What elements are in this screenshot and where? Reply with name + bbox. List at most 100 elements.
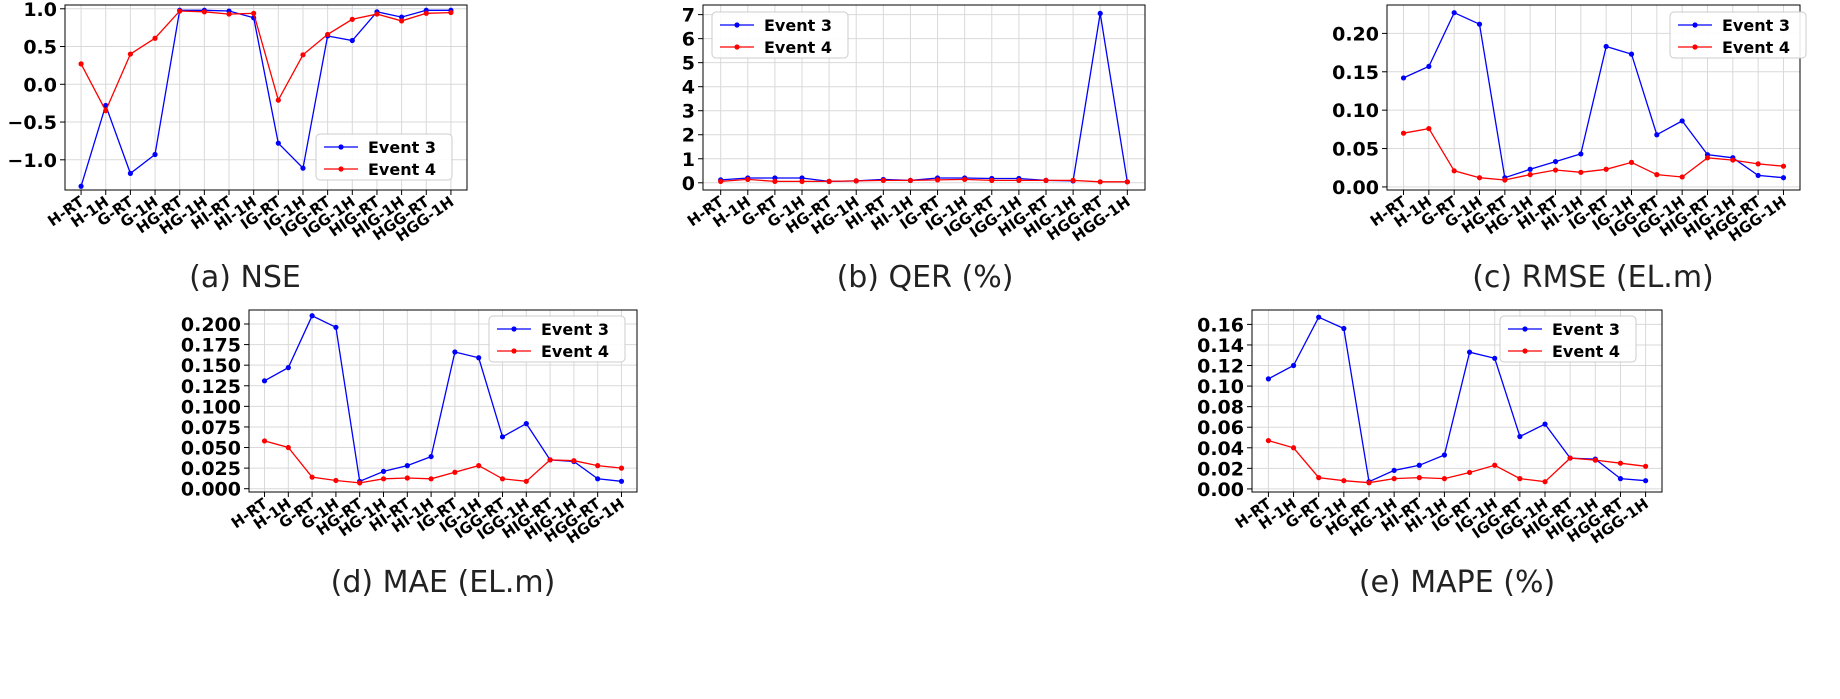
data-point (1070, 177, 1076, 183)
data-point (1517, 476, 1523, 482)
data-point (989, 177, 995, 183)
y-tick-label: 0.15 (1332, 62, 1379, 84)
legend-marker (1522, 326, 1528, 332)
axes-frame (64, 4, 468, 191)
data-point (1441, 452, 1448, 458)
data-point (127, 170, 133, 176)
y-tick-label: 0.05 (1332, 139, 1379, 161)
data-point (333, 324, 339, 330)
data-point (826, 178, 832, 184)
data-point (452, 349, 458, 355)
data-point (1441, 476, 1448, 482)
data-point (595, 476, 601, 482)
legend-marker (734, 44, 740, 50)
data-point (357, 480, 363, 486)
data-point (1097, 10, 1103, 17)
data-point (374, 11, 380, 17)
legend: Event 3 Event 4 (1499, 315, 1637, 363)
panel-caption: (b) QER (%) (837, 260, 1014, 295)
y-tick-label: 0.075 (181, 417, 241, 439)
data-point (745, 176, 751, 183)
data-point (78, 183, 84, 189)
data-point (423, 10, 429, 16)
legend-marker (734, 22, 740, 28)
data-point (1592, 457, 1598, 463)
data-point (523, 421, 529, 427)
y-tick-label: 0.00 (1332, 177, 1379, 199)
data-point (934, 177, 941, 183)
data-point (962, 176, 968, 183)
legend: Event 3 Event 4 (711, 11, 849, 59)
data-point (1617, 460, 1624, 466)
y-tick-label: 0.150 (181, 355, 241, 377)
data-point (1628, 51, 1635, 57)
y-tick-label: 0.12 (1197, 356, 1244, 378)
data-point (772, 178, 778, 184)
data-point (571, 458, 577, 464)
data-point (1578, 151, 1584, 157)
panel-nse: −1.0−0.50.00.51.0H-RTH-1HG-RTG-1HHG-RTHG… (7, 0, 468, 295)
data-point (78, 61, 84, 67)
y-tick-label: 3 (682, 101, 695, 123)
data-point (226, 11, 232, 17)
data-point (275, 140, 281, 146)
data-point (261, 378, 268, 384)
legend-label: Event 3 (764, 16, 832, 35)
y-tick-label: 0.00 (1197, 479, 1244, 501)
series-line-event-4 (1268, 439, 1646, 484)
data-point (853, 178, 859, 184)
data-point (1643, 463, 1649, 469)
data-point (799, 178, 805, 184)
data-point (285, 444, 291, 451)
legend-marker (338, 166, 344, 172)
y-tick-label: 0.0 (23, 74, 57, 96)
data-point (1603, 166, 1609, 172)
data-point (1124, 179, 1130, 185)
data-point (1097, 179, 1103, 185)
data-point (1466, 469, 1473, 476)
y-tick-label: 0.20 (1332, 23, 1379, 45)
legend: Event 3 Event 4 (315, 133, 453, 181)
data-point (1366, 480, 1372, 486)
data-point (547, 457, 553, 463)
data-point (1628, 159, 1635, 165)
y-tick-label: 0.175 (181, 335, 241, 357)
data-point (1755, 172, 1761, 179)
y-tick-label: 0.025 (181, 458, 241, 480)
data-point (404, 463, 410, 469)
data-point (1400, 130, 1407, 136)
data-point (1391, 476, 1397, 482)
y-tick-label: 6 (682, 29, 695, 51)
y-tick-label: 0.10 (1197, 376, 1244, 398)
data-point (1451, 168, 1457, 174)
data-point (309, 313, 315, 319)
data-point (399, 14, 405, 20)
y-tick-label: 0.16 (1197, 314, 1244, 336)
data-point (349, 37, 355, 44)
data-point (275, 97, 281, 103)
data-point (1679, 174, 1685, 180)
data-point (1043, 177, 1049, 183)
y-tick-label: 0.050 (181, 438, 241, 460)
series-line-event-4 (1403, 127, 1784, 181)
axes-frame (1386, 4, 1801, 191)
data-point (476, 355, 482, 361)
data-point (1476, 21, 1483, 27)
data-point (333, 477, 339, 484)
y-tick-label: 7 (682, 5, 695, 27)
y-tick-label: 0.000 (181, 479, 241, 501)
data-point (300, 52, 306, 58)
y-tick-label: 2 (682, 125, 695, 147)
data-point (1476, 175, 1483, 181)
legend: Event 3 Event 4 (1669, 11, 1807, 59)
legend-marker (1692, 22, 1698, 28)
panel-mape: 0.000.020.040.060.080.100.120.140.16H-RT… (1197, 309, 1663, 600)
data-point (404, 475, 410, 481)
legend-label: Event 4 (764, 38, 832, 57)
data-point (1780, 175, 1787, 181)
data-point (1552, 167, 1559, 173)
legend-marker (1692, 44, 1698, 50)
legend-marker (511, 326, 517, 332)
axes-frame (1251, 309, 1663, 493)
